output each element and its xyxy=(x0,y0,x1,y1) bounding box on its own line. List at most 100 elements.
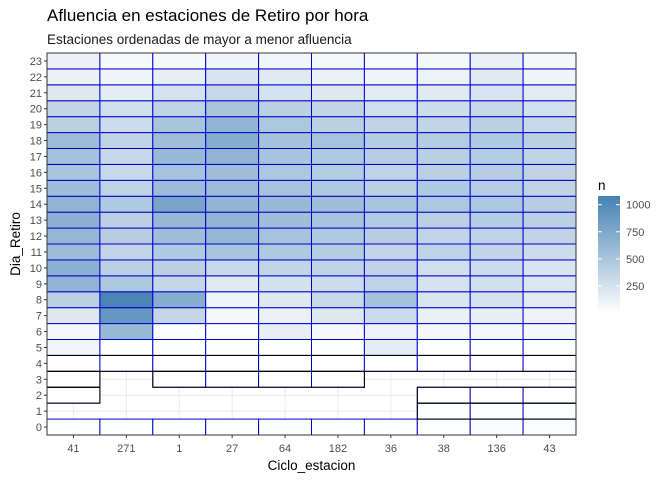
heatmap-cell xyxy=(99,84,154,102)
heatmap-cell xyxy=(99,100,154,118)
heatmap-cell xyxy=(99,291,154,309)
y-tick-label: 9 xyxy=(36,279,42,291)
heatmap-cell xyxy=(416,402,471,420)
chart-title: Afluencia en estaciones de Retiro por ho… xyxy=(47,6,369,25)
legend-ticks: 250 500 750 1000 xyxy=(598,200,650,293)
heatmap-cell xyxy=(258,370,313,388)
x-tick-label: 27 xyxy=(226,443,238,455)
heatmap-cell xyxy=(522,259,577,277)
heatmap-cell xyxy=(152,52,207,70)
heatmap-cell xyxy=(205,259,260,277)
heatmap-cell xyxy=(152,354,207,372)
heatmap-cell xyxy=(99,275,154,293)
heatmap-cell xyxy=(416,339,471,356)
legend-tick-label: 750 xyxy=(626,227,644,239)
heatmap-cell xyxy=(416,291,471,309)
heatmap-cell xyxy=(469,148,524,165)
heatmap-cell xyxy=(311,354,365,372)
heatmap-cell xyxy=(469,386,524,404)
heatmap-cell xyxy=(311,418,365,436)
x-tick-label: 271 xyxy=(117,443,135,455)
heatmap-cell xyxy=(99,195,154,213)
color-legend: n 250 500 750 1000 xyxy=(598,178,650,313)
heatmap-cell xyxy=(46,291,101,309)
heatmap-cell xyxy=(311,243,365,261)
heatmap-cell xyxy=(205,354,260,372)
heatmap-cell xyxy=(416,84,471,102)
heatmap-cell xyxy=(363,116,418,134)
y-tick-label: 11 xyxy=(31,247,42,259)
heatmap-cell xyxy=(469,195,524,213)
heatmap-cell xyxy=(522,323,577,341)
y-tick-label: 23 xyxy=(30,56,42,68)
heatmap-cell xyxy=(152,307,207,325)
heatmap-cell xyxy=(99,339,154,356)
heatmap-cell xyxy=(416,386,471,404)
y-tick-label: 15 xyxy=(30,183,42,195)
heatmap-cell xyxy=(416,163,471,181)
heatmap-cell xyxy=(522,116,577,134)
heatmap-cell xyxy=(416,418,471,436)
heatmap-cell xyxy=(311,195,365,213)
heatmap-cell xyxy=(46,370,101,388)
heatmap-cell xyxy=(152,243,207,261)
heatmap-cell xyxy=(522,52,577,70)
heatmap-cell xyxy=(152,370,207,388)
heatmap-cell xyxy=(416,323,471,341)
heatmap-cell xyxy=(522,179,577,197)
heatmap-cell xyxy=(363,323,418,341)
heatmap-cell xyxy=(522,163,577,181)
heatmap-cell xyxy=(46,100,101,118)
heatmap-cell xyxy=(522,132,577,149)
heatmap-cell xyxy=(152,132,207,149)
heatmap-cell xyxy=(311,259,365,277)
heatmap-cell xyxy=(99,323,154,341)
heatmap-cell xyxy=(311,179,365,197)
heatmap-cell xyxy=(152,211,207,229)
heatmap-cell xyxy=(152,84,207,102)
heatmap-cell xyxy=(311,211,365,229)
heatmap-cell xyxy=(205,243,260,261)
heatmap-cell xyxy=(469,211,524,229)
heatmap-cell xyxy=(152,291,207,309)
heatmap-cell xyxy=(469,116,524,134)
heatmap-cell xyxy=(46,179,101,197)
heatmap-cell xyxy=(311,163,365,181)
heatmap-cell xyxy=(46,52,101,70)
heatmap-cell xyxy=(522,68,577,86)
heatmap-cell xyxy=(258,195,313,213)
heatmap-cell xyxy=(258,291,313,309)
heatmap-cell xyxy=(469,339,524,356)
heatmap-cell xyxy=(205,68,260,86)
heatmap-cell xyxy=(152,163,207,181)
heatmap-cell xyxy=(99,211,154,229)
x-tick-label: 64 xyxy=(279,443,291,455)
heatmap-cell xyxy=(469,84,524,102)
heatmap-cell xyxy=(205,291,260,309)
heatmap-cell xyxy=(99,179,154,197)
heatmap-cell xyxy=(258,354,313,372)
heatmap-cell xyxy=(258,211,313,229)
heatmap-cell xyxy=(46,323,101,341)
heatmap-cell xyxy=(416,243,471,261)
heatmap-cell xyxy=(205,339,260,356)
heatmap-cell xyxy=(469,291,524,309)
heatmap-cell xyxy=(469,132,524,149)
heatmap-cells xyxy=(46,52,577,436)
heatmap-cell xyxy=(522,386,577,404)
heatmap-cell xyxy=(522,211,577,229)
heatmap-cell xyxy=(416,211,471,229)
heatmap-cell xyxy=(258,243,313,261)
y-tick-label: 20 xyxy=(30,104,42,116)
heatmap-cell xyxy=(363,68,418,86)
y-tick-label: 2 xyxy=(36,390,42,402)
heatmap-cell xyxy=(205,418,260,436)
heatmap-cell xyxy=(363,259,418,277)
y-tick-label: 18 xyxy=(30,136,42,148)
heatmap-cell xyxy=(416,116,471,134)
heatmap-cell xyxy=(152,148,207,165)
heatmap-cell xyxy=(46,259,101,277)
heatmap-cell xyxy=(205,370,260,388)
heatmap-cell xyxy=(205,84,260,102)
